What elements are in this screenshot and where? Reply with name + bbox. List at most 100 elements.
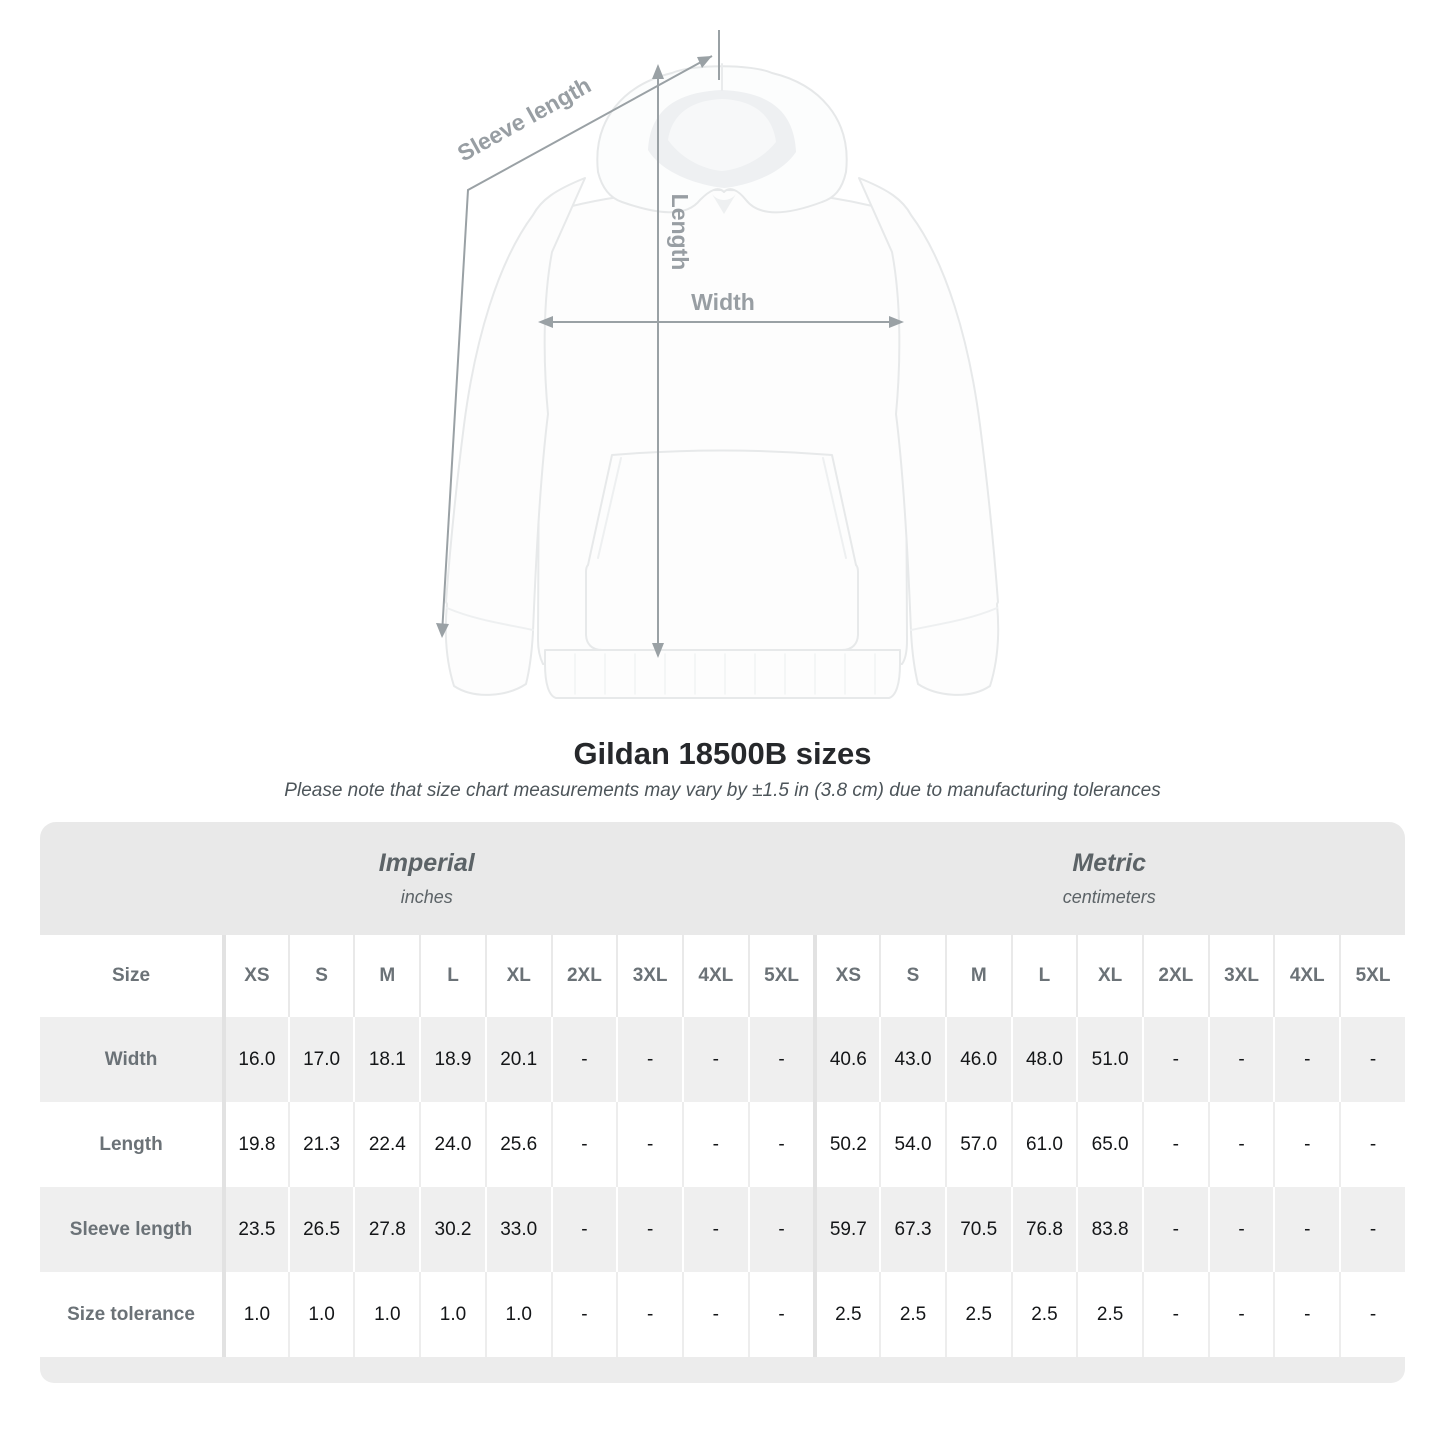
value-cell: 83.8 — [1076, 1187, 1142, 1272]
value-cell: 1.0 — [222, 1272, 288, 1357]
sleeve-length-arrow — [436, 30, 720, 638]
value-cell: 1.0 — [287, 1272, 354, 1357]
hoodie-right-sleeve — [858, 177, 1000, 696]
row-label-width: Width — [40, 1017, 223, 1102]
value-cell: - — [747, 1272, 814, 1357]
value-cell: - — [1339, 1272, 1405, 1357]
value-cell: - — [1339, 1102, 1405, 1187]
value-cell: - — [1141, 1102, 1208, 1187]
size-imperial-s: S — [287, 935, 354, 1017]
pocket-stitch-right — [822, 457, 847, 559]
size-column-header: Size — [40, 935, 223, 1017]
value-cell: - — [1273, 1272, 1340, 1357]
value-cell: 48.0 — [1010, 1017, 1077, 1102]
value-cell: 1.0 — [353, 1272, 420, 1357]
value-cell: - — [1207, 1272, 1274, 1357]
unit-header-row: Imperial inches Metric centimeters — [40, 822, 1405, 935]
size-imperial-2xl: 2XL — [550, 935, 617, 1017]
value-cell: - — [1207, 1187, 1274, 1272]
value-cell: 43.0 — [879, 1017, 945, 1102]
value-cell: 26.5 — [287, 1187, 354, 1272]
value-cell: - — [1207, 1017, 1274, 1102]
size-metric-3xl: 3XL — [1207, 935, 1274, 1017]
value-cell: - — [681, 1017, 748, 1102]
metric-unit-label: centimeters — [1062, 887, 1156, 907]
value-cell: 2.5 — [1076, 1272, 1142, 1357]
size-metric-5xl: 5XL — [1339, 935, 1405, 1017]
size-metric-l: L — [1010, 935, 1077, 1017]
table-footer-strip — [40, 1357, 1405, 1383]
value-cell: 2.5 — [813, 1272, 880, 1357]
value-cell: 57.0 — [944, 1102, 1011, 1187]
hoodie-left-sleeve — [444, 177, 586, 696]
value-cell: - — [550, 1272, 617, 1357]
table-row-size-tolerance: Size tolerance 1.0 1.0 1.0 1.0 1.0 - - -… — [40, 1272, 1405, 1357]
value-cell: 1.0 — [484, 1272, 551, 1357]
value-cell: - — [1339, 1187, 1405, 1272]
hoodie-pocket — [585, 449, 859, 651]
value-cell: 18.1 — [353, 1017, 420, 1102]
right-cuff-seam — [910, 607, 998, 631]
value-cell: 22.4 — [353, 1102, 420, 1187]
size-imperial-5xl: 5XL — [747, 935, 814, 1017]
metric-header-cell: Metric centimeters — [813, 822, 1405, 935]
value-cell: - — [550, 1017, 617, 1102]
value-cell: 54.0 — [879, 1102, 945, 1187]
value-cell: 20.1 — [484, 1017, 551, 1102]
value-cell: - — [616, 1102, 682, 1187]
page-title: Gildan 18500B sizes — [573, 736, 872, 771]
value-cell: 61.0 — [1010, 1102, 1077, 1187]
value-cell: - — [1207, 1102, 1274, 1187]
size-imperial-m: M — [353, 935, 420, 1017]
value-cell: 2.5 — [879, 1272, 945, 1357]
row-label-size-tolerance: Size tolerance — [40, 1272, 223, 1357]
tolerance-note: Please note that size chart measurements… — [284, 780, 1161, 801]
value-cell: 1.0 — [419, 1272, 485, 1357]
hood-inner-panel — [668, 99, 776, 171]
value-cell: 23.5 — [222, 1187, 288, 1272]
value-cell: - — [747, 1017, 814, 1102]
value-cell: - — [616, 1272, 682, 1357]
value-cell: - — [550, 1102, 617, 1187]
size-imperial-3xl: 3XL — [616, 935, 682, 1017]
size-imperial-4xl: 4XL — [681, 935, 748, 1017]
left-cuff-seam — [446, 607, 534, 631]
imperial-header-cell: Imperial inches — [40, 822, 814, 935]
value-cell: - — [550, 1187, 617, 1272]
value-cell: 46.0 — [944, 1017, 1011, 1102]
value-cell: - — [616, 1017, 682, 1102]
size-imperial-xs: XS — [222, 935, 288, 1017]
table-row-sleeve-length: Sleeve length 23.5 26.5 27.8 30.2 33.0 -… — [40, 1187, 1405, 1272]
value-cell: 70.5 — [944, 1187, 1011, 1272]
size-metric-xl: XL — [1076, 935, 1142, 1017]
length-label: Length — [667, 194, 693, 271]
value-cell: 21.3 — [287, 1102, 354, 1187]
metric-label: Metric — [1072, 849, 1147, 877]
value-cell: 17.0 — [287, 1017, 354, 1102]
value-cell: - — [1141, 1272, 1208, 1357]
table-row-length: Length 19.8 21.3 22.4 24.0 25.6 - - - - … — [40, 1102, 1405, 1187]
value-cell: 59.7 — [813, 1187, 880, 1272]
hoodie-illustration — [444, 63, 1000, 699]
value-cell: 2.5 — [944, 1272, 1011, 1357]
sleeve-length-label: Sleeve length — [453, 72, 595, 167]
value-cell: - — [1141, 1187, 1208, 1272]
value-cell: - — [1141, 1017, 1208, 1102]
size-metric-4xl: 4XL — [1273, 935, 1340, 1017]
value-cell: 24.0 — [419, 1102, 485, 1187]
width-label: Width — [691, 289, 755, 315]
imperial-label: Imperial — [378, 849, 475, 877]
row-label-length: Length — [40, 1102, 223, 1187]
value-cell: 30.2 — [419, 1187, 485, 1272]
length-arrow — [652, 64, 664, 658]
value-cell: 18.9 — [419, 1017, 485, 1102]
value-cell: - — [1273, 1017, 1340, 1102]
size-imperial-xl: XL — [484, 935, 551, 1017]
size-metric-xs: XS — [813, 935, 880, 1017]
value-cell: - — [1273, 1187, 1340, 1272]
hoodie-measurement-diagram: Sleeve length Length Width — [0, 0, 1445, 712]
size-metric-m: M — [944, 935, 1011, 1017]
value-cell: 19.8 — [222, 1102, 288, 1187]
value-cell: - — [747, 1187, 814, 1272]
value-cell: 25.6 — [484, 1102, 551, 1187]
